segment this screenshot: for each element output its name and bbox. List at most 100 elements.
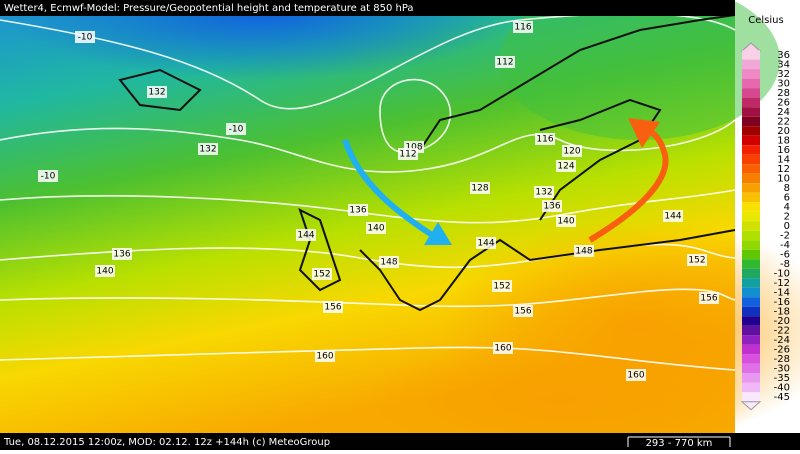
- legend-label: 30: [777, 79, 790, 90]
- label-box: [476, 237, 496, 249]
- legend-label: 22: [777, 117, 790, 128]
- contour-label: 116: [536, 135, 553, 145]
- contour-label: 136: [543, 202, 560, 212]
- contour-label: 108: [405, 143, 422, 153]
- legend-label: 10: [777, 174, 790, 185]
- label-box: [699, 292, 719, 304]
- label-box: [562, 145, 582, 157]
- contour-label: 160: [627, 371, 644, 381]
- legend-label: -30: [774, 364, 790, 375]
- contour-label: 132: [535, 188, 552, 198]
- label-box: [312, 268, 332, 280]
- legend-label: -26: [774, 345, 790, 356]
- legend-label: 6: [784, 193, 790, 204]
- contour-label: 144: [297, 231, 314, 241]
- label-box: [574, 245, 594, 257]
- label-box: [556, 160, 576, 172]
- contour-label: 148: [380, 258, 397, 268]
- legend-swatch: [742, 335, 760, 345]
- arrow-head: [628, 118, 660, 148]
- legend-label: 4: [784, 202, 790, 213]
- contour-label: 136: [349, 206, 366, 216]
- legend-swatch: [742, 373, 760, 383]
- legend-label: -28: [774, 354, 790, 365]
- label-box: [542, 200, 562, 212]
- legend-cap: [740, 401, 762, 411]
- legend-label: -40: [774, 383, 790, 394]
- isohypse: [0, 119, 736, 173]
- label-box: [398, 148, 418, 160]
- legend-swatch: [742, 154, 760, 165]
- footer-bar: [0, 433, 800, 450]
- label-box: [663, 210, 683, 222]
- contour-label: -10: [229, 125, 244, 135]
- arrow-head: [424, 222, 452, 245]
- legend-swatch: [742, 268, 760, 279]
- header-bar: [0, 0, 735, 16]
- isohypse: [0, 346, 736, 371]
- legend-label: -18: [774, 307, 790, 318]
- mild-region: [500, 0, 780, 140]
- legend-swatch: [742, 316, 760, 326]
- label-box: [492, 280, 512, 292]
- contour-label: 140: [367, 224, 384, 234]
- legend-swatch: [742, 306, 760, 317]
- contour-label: 132: [148, 88, 165, 98]
- legend-swatch: [742, 240, 760, 250]
- label-box: [75, 31, 95, 43]
- legend-swatch: [742, 69, 760, 79]
- label-box: [513, 21, 533, 33]
- legend-label: -8: [780, 259, 790, 270]
- flow-arrow: [342, 139, 442, 243]
- map-title: Wetter4, Ecmwf-Model: Pressure/Geopotent…: [4, 3, 414, 14]
- footer-text: Tue, 08.12.2015 12:00z, MOD: 02.12. 12z …: [3, 437, 330, 448]
- legend-swatch: [742, 287, 760, 298]
- contour-label: 112: [496, 58, 513, 68]
- contour-label: 128: [471, 184, 488, 194]
- contour-label: 120: [563, 147, 580, 157]
- legend-swatch: [742, 107, 760, 117]
- warm-region: [360, 340, 760, 454]
- legend-swatch: [742, 325, 760, 336]
- label-box: [626, 369, 646, 381]
- coastline: [298, 208, 342, 292]
- contour-label: -10: [78, 33, 93, 43]
- contour-label: 152: [313, 270, 330, 280]
- legend-label: 12: [777, 164, 790, 175]
- legend-label: -16: [774, 297, 790, 308]
- legend-swatch: [742, 382, 760, 393]
- contour-label: 152: [493, 282, 510, 292]
- coastline: [419, 14, 736, 151]
- legend-label: -45: [774, 392, 790, 403]
- contour-label: 156: [700, 294, 717, 304]
- contour-label: 148: [575, 247, 592, 257]
- legend-label: -12: [774, 278, 790, 289]
- label-box: [535, 133, 555, 145]
- cold-region: [0, 0, 520, 80]
- legend-label: -24: [774, 335, 790, 346]
- legend-label: 32: [777, 69, 790, 80]
- legend-swatch: [742, 354, 760, 364]
- contour-label: 124: [557, 162, 574, 172]
- label-box: [315, 350, 335, 362]
- label-box: [198, 143, 218, 155]
- contour-label: 160: [316, 352, 333, 362]
- legend-label: -6: [780, 250, 790, 261]
- label-box: [687, 254, 707, 266]
- legend-label: -2: [780, 231, 790, 242]
- legend-swatch: [742, 145, 760, 155]
- legend-swatch: [742, 259, 760, 269]
- isohypse: [379, 78, 452, 154]
- label-box: [112, 248, 132, 260]
- legend-swatch: [742, 183, 760, 193]
- isohypse: [0, 243, 736, 269]
- label-box: [495, 56, 515, 68]
- legend-label: 0: [784, 221, 790, 232]
- legend-label: 26: [777, 98, 790, 109]
- contour-label: 132: [199, 145, 216, 155]
- legend-swatch: [742, 126, 760, 136]
- contour-label: 140: [96, 267, 113, 277]
- label-box: [95, 265, 115, 277]
